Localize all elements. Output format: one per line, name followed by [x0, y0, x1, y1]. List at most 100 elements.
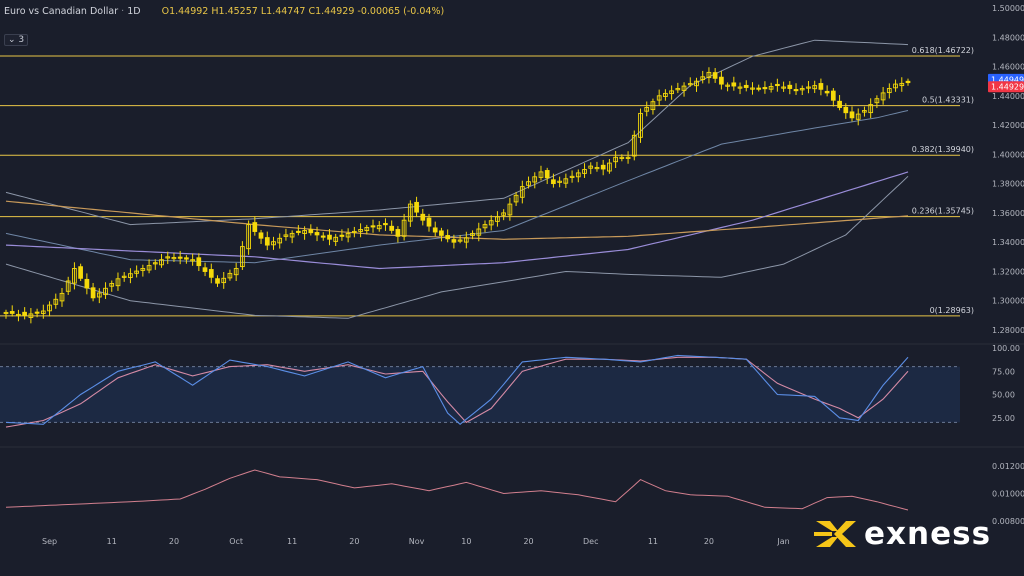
candle-body	[781, 86, 786, 89]
timeframe[interactable]: 1D	[127, 6, 141, 17]
candle-body	[849, 111, 855, 119]
candle-body	[264, 237, 270, 246]
atr-axis-tick: 0.01200	[992, 462, 1024, 471]
candle-body	[812, 85, 818, 90]
candle-body	[495, 216, 500, 222]
symbol-title[interactable]: Euro vs Canadian Dollar	[4, 6, 119, 17]
candle-body	[221, 277, 227, 284]
candle-body	[619, 156, 625, 159]
candle-body	[719, 76, 724, 85]
candle-body	[862, 110, 867, 113]
candle-body	[557, 180, 562, 183]
candle-body	[482, 224, 488, 229]
candle-body	[675, 88, 681, 91]
candle-body	[28, 313, 34, 318]
indicator-toggle[interactable]: ⌄ 3	[4, 34, 29, 46]
candle-body	[320, 235, 326, 238]
candle-body	[712, 72, 718, 79]
candle-body	[40, 310, 46, 314]
candle-body	[426, 217, 432, 227]
candle-body	[414, 201, 419, 213]
candle-body	[607, 162, 612, 172]
candle-body	[401, 219, 407, 237]
candle-body	[121, 275, 127, 278]
candle-body	[364, 227, 370, 231]
candle-body	[103, 287, 108, 296]
candle-body	[681, 85, 687, 91]
candle-body	[407, 203, 413, 222]
candle-body	[196, 257, 202, 267]
bb-upper-line	[5, 39, 909, 226]
candle-body	[750, 87, 755, 90]
candle-body	[370, 225, 376, 228]
candle-body	[115, 278, 121, 287]
candle-body	[171, 257, 177, 260]
candle-body	[470, 232, 475, 237]
candle-body	[233, 268, 239, 276]
candle-body	[799, 88, 805, 91]
candle-body	[899, 82, 905, 87]
candle-body	[177, 256, 183, 259]
candle-body	[613, 156, 618, 163]
price-axis-tick: 1.30000	[992, 297, 1024, 306]
candle-body	[551, 179, 556, 185]
candle-body	[277, 237, 283, 244]
candle-body	[893, 83, 898, 89]
candle-body	[594, 167, 600, 170]
price-axis-tick: 1.48000	[992, 33, 1024, 42]
candle-body	[327, 234, 332, 240]
candle-body	[314, 232, 320, 236]
candle-body	[526, 181, 531, 186]
candle-body	[638, 112, 643, 138]
candle-body	[389, 225, 395, 231]
candle-body	[694, 80, 699, 87]
candle-body	[687, 83, 693, 86]
candle-body	[47, 304, 52, 312]
candle-body	[271, 241, 276, 246]
time-axis-tick: Sep	[42, 537, 57, 546]
fib-level-label: 0.382(1.39940)	[912, 145, 974, 154]
header-separator: ·	[121, 6, 125, 17]
price-label-box	[988, 81, 1024, 93]
price-axis-tick: 1.34000	[992, 238, 1024, 247]
bb-lower-line	[5, 175, 909, 319]
candle-body	[843, 106, 849, 114]
candle-body	[152, 262, 158, 265]
candle-body	[53, 298, 59, 305]
candle-body	[700, 76, 706, 81]
candle-body	[588, 165, 594, 169]
candle-body	[184, 257, 189, 260]
candle-body	[824, 90, 830, 94]
stoch-k-line	[5, 354, 909, 426]
candle-body	[731, 82, 737, 87]
candle-body	[59, 292, 65, 302]
ma-orange-line	[5, 200, 909, 240]
candle-body	[296, 230, 301, 233]
candle-body	[501, 212, 506, 216]
price-label: 1.44929	[991, 83, 1024, 92]
candle-body	[351, 230, 357, 234]
exness-logo-icon	[812, 517, 858, 551]
time-axis-tick: 11	[107, 537, 117, 546]
candle-body	[84, 278, 90, 289]
candle-body	[650, 101, 656, 111]
candle-body	[90, 287, 96, 299]
price-axis-tick: 1.36000	[992, 209, 1024, 218]
time-axis-tick: 20	[704, 537, 714, 546]
stoch-band	[0, 366, 960, 423]
candle-body	[227, 272, 233, 279]
candle-body	[190, 259, 195, 262]
candle-body	[631, 134, 637, 157]
candle-body	[818, 83, 824, 90]
candle-body	[544, 170, 550, 179]
candle-body	[165, 256, 171, 259]
candle-body	[743, 84, 749, 88]
candle-body	[432, 227, 438, 233]
candle-body	[215, 278, 220, 284]
candle-body	[376, 225, 382, 230]
fib-level-label: 0.236(1.35745)	[912, 207, 974, 216]
price-label: 1.44949	[991, 75, 1024, 84]
candle-body	[252, 222, 258, 232]
candle-body	[644, 107, 650, 112]
